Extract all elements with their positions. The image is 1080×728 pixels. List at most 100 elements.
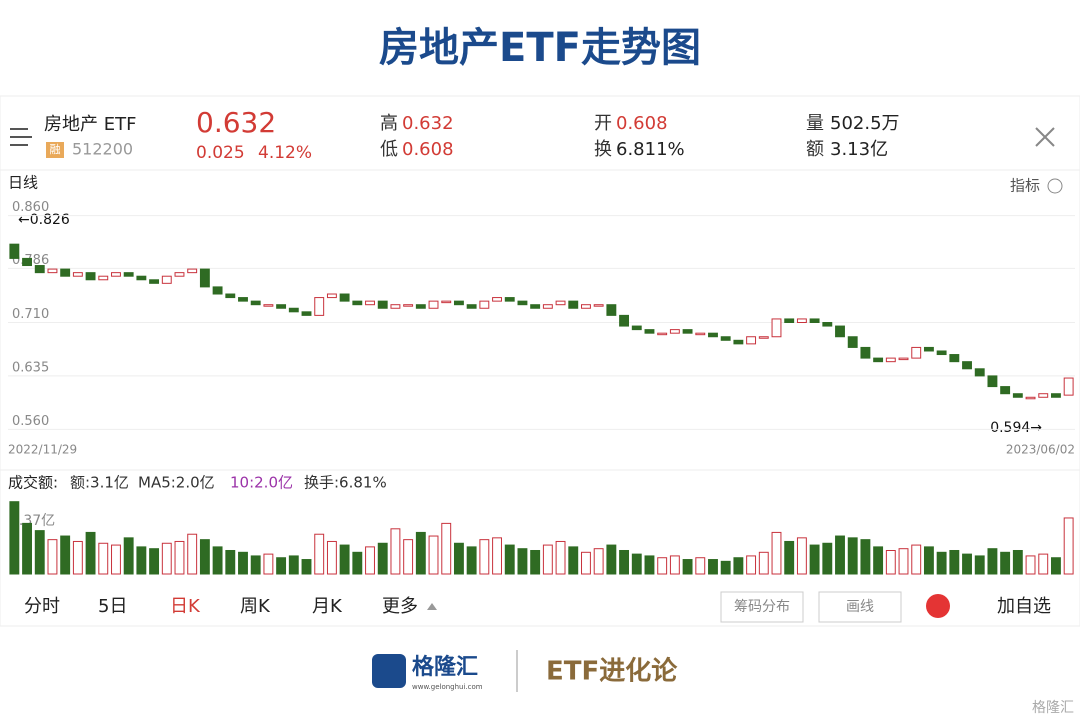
- volume-bar: [568, 546, 579, 575]
- value: 0.632: [402, 113, 454, 134]
- close-button[interactable]: [1035, 127, 1055, 147]
- volume-bar: [784, 540, 795, 575]
- tab[interactable]: 分时: [24, 596, 60, 617]
- y-tick-label: 0.860: [12, 200, 49, 215]
- logo-mark: [372, 654, 406, 688]
- line-button[interactable]: [818, 591, 902, 623]
- candle: [85, 272, 96, 281]
- volume-bar: [847, 537, 858, 575]
- add-button[interactable]: 加自选: [997, 596, 1051, 617]
- volume-max: 4.37亿: [10, 513, 55, 529]
- candle: [149, 279, 160, 284]
- volume-bar: [593, 548, 604, 575]
- tab[interactable]: 5日: [98, 596, 127, 617]
- volume-bar: [619, 549, 630, 575]
- volume-bar: [415, 531, 426, 575]
- value: 6.811%: [616, 139, 685, 160]
- candle: [136, 275, 147, 281]
- value: 3.13亿: [830, 139, 888, 160]
- button-label[interactable]: 筹码分布: [734, 598, 790, 615]
- volume-bar: [136, 546, 147, 575]
- volume-bar: [301, 559, 312, 575]
- candle: [479, 300, 490, 309]
- volume-bar: [695, 557, 706, 575]
- candle: [669, 329, 680, 334]
- candle: [619, 314, 630, 327]
- candle: [238, 297, 248, 302]
- candle: [326, 293, 337, 299]
- column: ETF进化论: [546, 657, 678, 687]
- volume-bar: [873, 546, 884, 575]
- volume-bar: [657, 557, 668, 575]
- volume-stat: 额:3.1亿: [70, 474, 129, 492]
- candle: [771, 318, 782, 338]
- volume-bar: [326, 540, 337, 575]
- candle: [225, 293, 236, 299]
- candle: [1063, 377, 1074, 396]
- volume-bar: [479, 539, 490, 575]
- candle: [1025, 396, 1036, 400]
- tab[interactable]: 月K: [312, 596, 343, 617]
- candle: [60, 268, 71, 277]
- volume-bar: [835, 535, 845, 575]
- x-end: 2023/06/02: [1006, 443, 1075, 457]
- candle: [377, 300, 388, 309]
- candle: [212, 286, 223, 295]
- candle: [581, 304, 591, 309]
- candle: [288, 307, 299, 313]
- volume-bar: [441, 522, 452, 575]
- tab[interactable]: 更多: [382, 596, 418, 617]
- record-button[interactable]: [926, 594, 950, 618]
- menu-icon[interactable]: [10, 128, 32, 146]
- candle: [987, 375, 998, 388]
- volume-bar: [377, 542, 388, 575]
- candle: [530, 304, 541, 309]
- volume-bar: [149, 548, 160, 575]
- label: 换: [594, 139, 612, 160]
- volume-bar: [631, 553, 642, 575]
- volume-bar: [339, 544, 350, 575]
- y-tick-label: 0.635: [12, 360, 49, 375]
- annotation: 0.594→: [990, 420, 1042, 436]
- indicator[interactable]: 指标: [1010, 177, 1040, 195]
- candle: [123, 272, 134, 277]
- candle: [47, 268, 58, 274]
- volume-bar: [606, 544, 617, 575]
- change: 0.025: [196, 143, 245, 163]
- period: 日线: [8, 174, 38, 192]
- button-label[interactable]: 画线: [846, 599, 874, 615]
- candle: [644, 329, 655, 334]
- value: 0.608: [402, 139, 454, 160]
- candle: [606, 304, 617, 316]
- tab[interactable]: 周K: [240, 596, 271, 617]
- brand: 格隆汇: [412, 654, 478, 680]
- candle: [835, 325, 845, 338]
- candle: [974, 368, 985, 377]
- candle: [9, 243, 20, 259]
- candle: [352, 300, 363, 306]
- volume-bar: [212, 546, 223, 575]
- value: 0.608: [616, 113, 668, 134]
- chips-button[interactable]: [720, 591, 804, 623]
- volume-bar: [85, 531, 96, 575]
- y-tick-label: 0.710: [12, 307, 49, 322]
- candle: [873, 357, 884, 363]
- volume-bar: [492, 537, 502, 575]
- tab[interactable]: 日K: [170, 596, 201, 617]
- volume-bar: [390, 528, 401, 575]
- volume-bar: [72, 540, 83, 575]
- candle: [962, 361, 972, 370]
- candle: [542, 304, 553, 309]
- volume-bar: [174, 540, 185, 575]
- more-arrow: [427, 603, 437, 610]
- candle: [403, 304, 414, 307]
- value: 502.5万: [830, 113, 900, 134]
- volume-bar: [47, 539, 58, 575]
- volume-bar: [1025, 555, 1036, 575]
- volume-stat: 换手:6.81%: [304, 474, 387, 492]
- indicator-icon[interactable]: [1047, 178, 1063, 194]
- volume-bar: [504, 544, 515, 575]
- volume-bar: [1012, 549, 1023, 575]
- volume-title: 成交额:: [8, 474, 58, 492]
